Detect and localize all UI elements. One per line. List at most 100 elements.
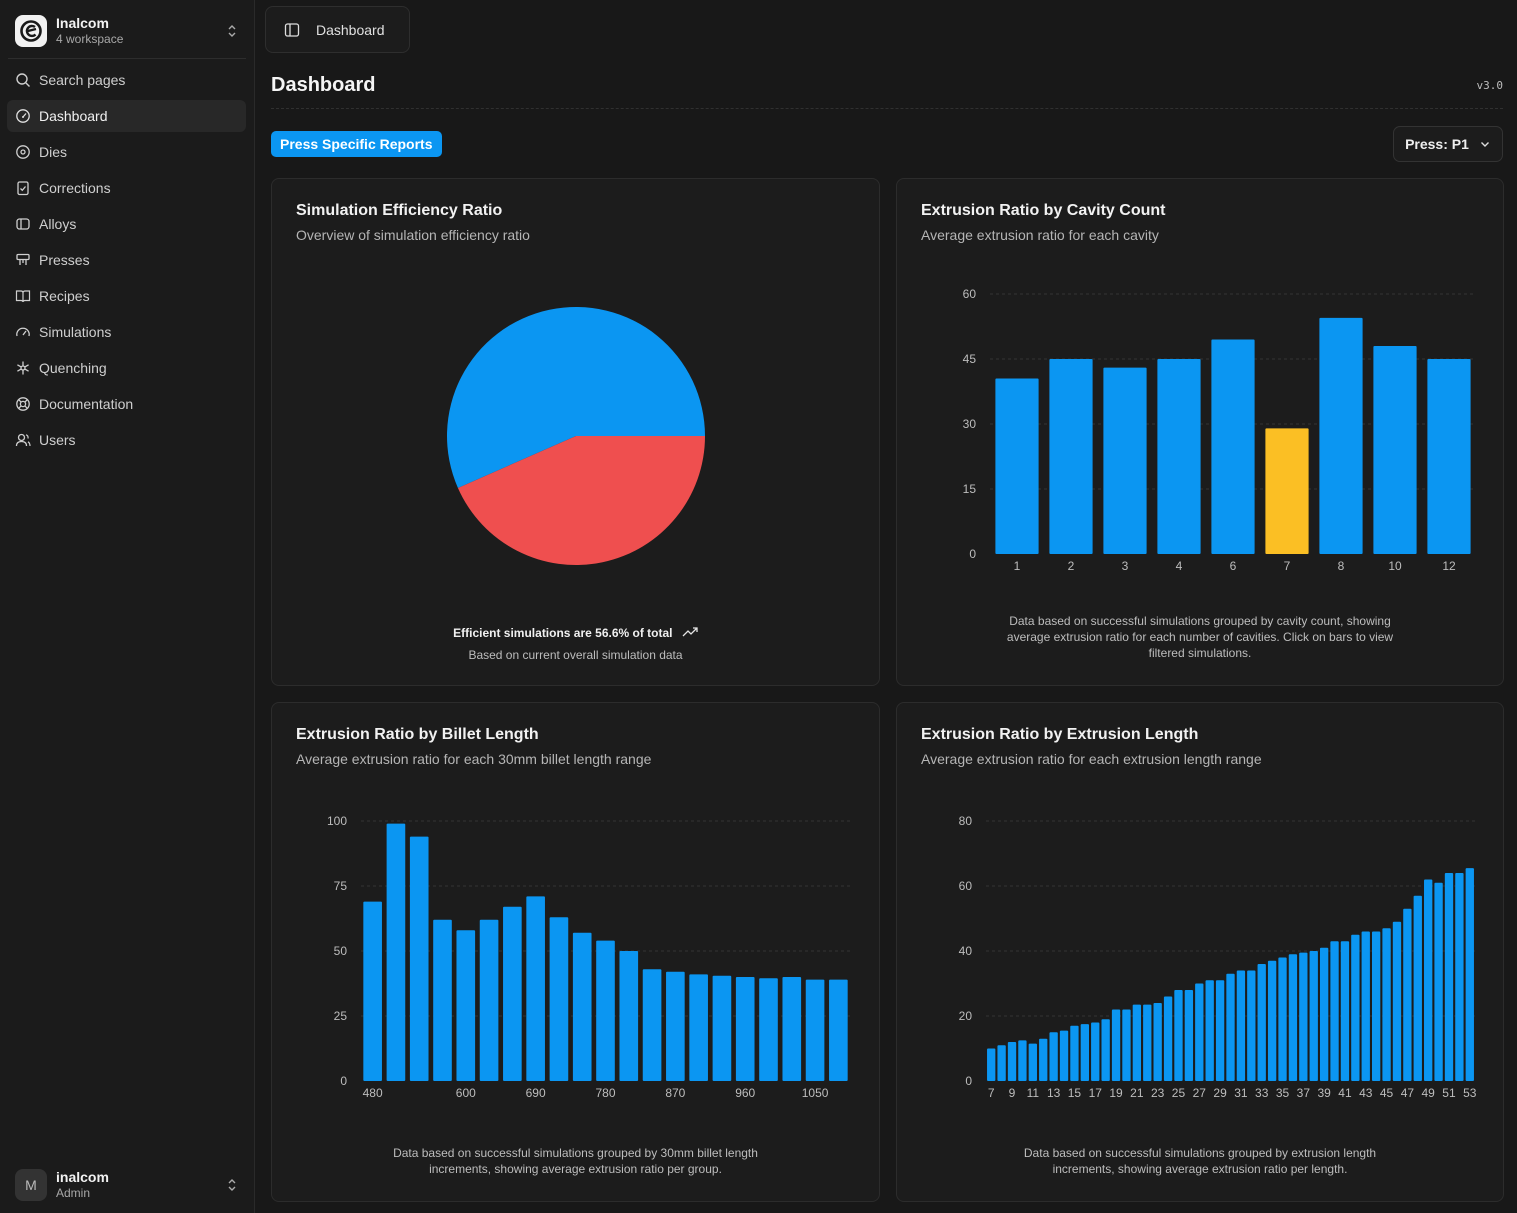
bar-13[interactable]: [1049, 1032, 1058, 1081]
bar-22[interactable]: [1143, 1004, 1152, 1081]
bar-780[interactable]: [596, 940, 615, 1081]
sidebar-item-recipes[interactable]: Recipes: [7, 280, 246, 312]
bar-7[interactable]: [1265, 428, 1309, 554]
bar-810[interactable]: [619, 951, 639, 1081]
bar-16[interactable]: [1080, 1024, 1090, 1081]
bar-12[interactable]: [1427, 359, 1471, 554]
bar-47[interactable]: [1403, 908, 1412, 1081]
sidebar-item-dies[interactable]: Dies: [7, 136, 246, 168]
bar-1080[interactable]: [829, 979, 848, 1081]
bar-630[interactable]: [479, 919, 499, 1081]
sidebar-item-quenching[interactable]: Quenching: [7, 352, 246, 384]
bar-33[interactable]: [1257, 964, 1266, 1081]
bar-18[interactable]: [1101, 1019, 1110, 1081]
sidebar-item-users[interactable]: Users: [7, 424, 246, 456]
bar-510[interactable]: [386, 823, 406, 1081]
sidebar-item-documentation[interactable]: Documentation: [7, 388, 246, 420]
bar-10[interactable]: [1373, 346, 1417, 554]
efficiency-pie-chart[interactable]: [272, 239, 881, 639]
bar-36[interactable]: [1288, 954, 1298, 1081]
sidebar-item-search[interactable]: Search pages: [7, 64, 246, 96]
bar-20[interactable]: [1122, 1009, 1131, 1082]
bar-6[interactable]: [1211, 339, 1255, 555]
bar-50[interactable]: [1434, 882, 1443, 1081]
bar-26[interactable]: [1184, 990, 1194, 1081]
bar-37[interactable]: [1299, 952, 1308, 1081]
bar-14[interactable]: [1059, 1030, 1069, 1081]
pie-slice-other[interactable]: [457, 436, 705, 565]
bar-570[interactable]: [433, 919, 452, 1081]
bar-43[interactable]: [1361, 931, 1370, 1082]
bar-600[interactable]: [456, 930, 476, 1081]
press-select[interactable]: Press: P1: [1393, 126, 1503, 162]
sidebar-item-simulations[interactable]: Simulations: [7, 316, 246, 348]
bar-51[interactable]: [1444, 873, 1454, 1081]
bar-27[interactable]: [1195, 983, 1204, 1082]
sidebar-item-dashboard[interactable]: Dashboard: [7, 100, 246, 132]
bar-29[interactable]: [1215, 980, 1225, 1081]
bar-32[interactable]: [1247, 970, 1256, 1082]
bar-930[interactable]: [712, 975, 732, 1081]
bar-1020[interactable]: [782, 977, 802, 1081]
sidebar-toggle-icon[interactable]: [284, 22, 300, 38]
bar-48[interactable]: [1413, 895, 1422, 1081]
bar-480[interactable]: [363, 901, 382, 1081]
bar-28[interactable]: [1205, 980, 1214, 1081]
sidebar-item-presses[interactable]: Presses: [7, 244, 246, 276]
bar-720[interactable]: [549, 917, 569, 1081]
bar-1[interactable]: [995, 378, 1039, 555]
bar-960[interactable]: [735, 977, 755, 1081]
bar-31[interactable]: [1236, 970, 1246, 1082]
bar-9[interactable]: [1007, 1042, 1017, 1081]
bar-540[interactable]: [409, 836, 429, 1081]
bar-660[interactable]: [503, 906, 522, 1081]
bar-17[interactable]: [1091, 1022, 1100, 1082]
bar-52[interactable]: [1455, 873, 1464, 1081]
bar-11[interactable]: [1028, 1043, 1037, 1081]
bar-42[interactable]: [1351, 934, 1360, 1081]
pie-slice-efficient[interactable]: [447, 306, 706, 488]
bar-7[interactable]: [987, 1048, 996, 1082]
bar-990[interactable]: [759, 978, 778, 1081]
bar-45[interactable]: [1382, 928, 1391, 1081]
bar-53[interactable]: [1465, 868, 1474, 1081]
bar-23[interactable]: [1153, 1003, 1162, 1081]
bar-8[interactable]: [997, 1045, 1006, 1081]
sidebar-item-alloys[interactable]: Alloys: [7, 208, 246, 240]
bar-39[interactable]: [1319, 947, 1329, 1081]
bar-4[interactable]: [1157, 359, 1201, 554]
bar-870[interactable]: [666, 971, 685, 1081]
bar-2[interactable]: [1049, 359, 1093, 554]
bar-900[interactable]: [689, 974, 708, 1081]
bar-750[interactable]: [572, 932, 592, 1081]
bar-49[interactable]: [1424, 879, 1433, 1082]
bar-44[interactable]: [1371, 931, 1381, 1082]
workspace-switcher[interactable]: Inalcom 4 workspace: [8, 8, 246, 54]
bar-24[interactable]: [1163, 996, 1173, 1082]
bar-21[interactable]: [1132, 1004, 1142, 1081]
bar-34[interactable]: [1267, 960, 1277, 1081]
bar-35[interactable]: [1278, 957, 1287, 1082]
bar-38[interactable]: [1309, 951, 1318, 1081]
extrusion-bar-chart[interactable]: 0 20 40 60 80 7 9 11 13 15 17 19 21 23 25 27 29 31 33 35 37 3…: [897, 793, 1503, 1113]
bar-10[interactable]: [1018, 1040, 1027, 1081]
bar-15[interactable]: [1070, 1025, 1079, 1081]
bar-12[interactable]: [1039, 1038, 1048, 1081]
bar-19[interactable]: [1111, 1009, 1121, 1082]
bar-40[interactable]: [1330, 941, 1339, 1081]
bar-30[interactable]: [1226, 973, 1235, 1081]
breadcrumb-item[interactable]: Dashboard: [316, 21, 385, 38]
user-menu[interactable]: M inalcom Admin: [8, 1162, 246, 1208]
bar-8[interactable]: [1319, 317, 1363, 554]
bar-41[interactable]: [1340, 941, 1350, 1081]
bar-46[interactable]: [1392, 921, 1402, 1081]
bar-25[interactable]: [1174, 990, 1183, 1081]
sidebar-item-corrections[interactable]: Corrections: [7, 172, 246, 204]
bar-690[interactable]: [526, 896, 545, 1081]
press-specific-reports-button[interactable]: Press Specific Reports: [271, 131, 442, 157]
billet-bar-chart[interactable]: 0 25 50 75 100 480 600 690 780 870 960 1050: [272, 793, 879, 1113]
bar-1050[interactable]: [805, 979, 825, 1081]
bar-840[interactable]: [642, 969, 662, 1081]
bar-3[interactable]: [1103, 367, 1147, 554]
